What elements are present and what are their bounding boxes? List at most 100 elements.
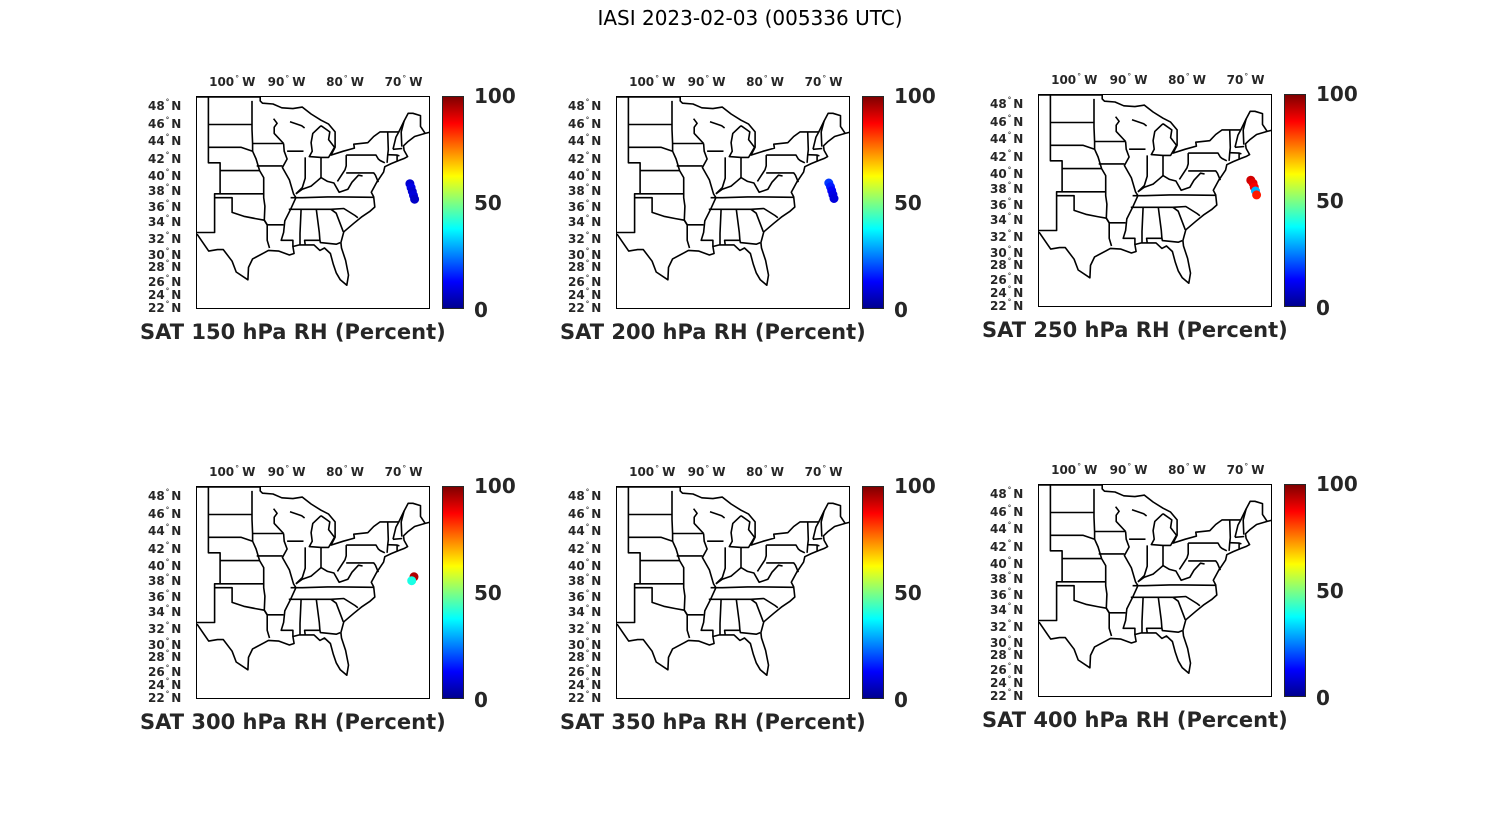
latitude-tick-label: 22° N bbox=[148, 690, 182, 705]
state-border-line bbox=[289, 121, 306, 129]
state-border-line bbox=[387, 153, 398, 161]
state-border-line bbox=[617, 487, 641, 624]
state-border-line bbox=[1229, 151, 1240, 159]
panel-title: SAT 200 hPa RH (Percent) bbox=[560, 320, 866, 344]
map-panel-300: 100° W 90° W 80° W 70° W 48° N 46° N 44° N 42° N 40° N 38°… bbox=[140, 444, 516, 734]
colorbar-tick-label: 50 bbox=[894, 191, 922, 215]
state-border-line bbox=[288, 597, 359, 609]
latitude-tick-label: 42° N bbox=[148, 151, 182, 166]
longitude-tick-label: 90° W bbox=[1109, 462, 1148, 477]
latitude-tick-label: 46° N bbox=[568, 116, 602, 131]
latitude-tick-label: 28° N bbox=[990, 257, 1024, 272]
longitude-tick-label: 100° W bbox=[629, 464, 676, 479]
state-border-line bbox=[710, 586, 794, 589]
map-axes bbox=[1038, 94, 1272, 307]
state-border-line bbox=[251, 490, 271, 639]
latitude-tick-label: 44° N bbox=[148, 523, 182, 538]
state-border-line bbox=[208, 146, 253, 152]
latitude-tick-label: 48° N bbox=[148, 488, 182, 503]
colorbar-tick-label: 50 bbox=[1316, 579, 1344, 603]
latitude-tick-label: 40° N bbox=[568, 558, 602, 573]
state-border-line bbox=[628, 536, 673, 542]
state-border-line bbox=[346, 154, 386, 164]
state-border-line bbox=[1234, 519, 1242, 538]
state-border-line bbox=[197, 97, 426, 156]
latitude-tick-label: 28° N bbox=[568, 649, 602, 664]
longitude-tick-label: 70° W bbox=[384, 74, 423, 89]
map-axes bbox=[196, 486, 430, 699]
latitude-tick-label: 48° N bbox=[568, 98, 602, 113]
colorbar-tick-label: 50 bbox=[474, 191, 502, 215]
colorbar-tick-label: 100 bbox=[1316, 472, 1358, 496]
longitude-tick-label: 80° W bbox=[746, 464, 785, 479]
latitude-tick-label: 38° N bbox=[990, 571, 1024, 586]
map-panel-350: 100° W 90° W 80° W 70° W 48° N 46° N 44° N 42° N 40° N 38°… bbox=[560, 444, 936, 734]
latitude-tick-label: 32° N bbox=[148, 621, 182, 636]
latitude-tick-label: 22° N bbox=[990, 688, 1024, 703]
state-border-line bbox=[1093, 488, 1113, 637]
state-border-line bbox=[1132, 584, 1216, 587]
latitude-tick-label: 34° N bbox=[990, 212, 1024, 227]
state-border-line bbox=[197, 487, 221, 624]
colorbar bbox=[862, 96, 884, 309]
longitude-tick-label: 70° W bbox=[804, 74, 843, 89]
state-border-line bbox=[812, 131, 820, 150]
state-border-line bbox=[1178, 153, 1189, 180]
state-border-line bbox=[1039, 519, 1271, 674]
latitude-tick-label: 42° N bbox=[568, 541, 602, 556]
state-border-line bbox=[1188, 152, 1228, 162]
state-border-line bbox=[1242, 118, 1247, 145]
latitude-tick-label: 44° N bbox=[990, 131, 1024, 146]
state-boundaries-map bbox=[617, 487, 849, 676]
state-border-line bbox=[1056, 194, 1107, 219]
colorbar bbox=[1284, 484, 1306, 697]
latitude-tick-label: 46° N bbox=[990, 504, 1024, 519]
state-border-line bbox=[756, 545, 767, 572]
colorbar-tick-label: 0 bbox=[474, 298, 488, 322]
state-border-line bbox=[1188, 560, 1222, 571]
state-border-line bbox=[1093, 98, 1113, 247]
latitude-tick-label: 44° N bbox=[568, 133, 602, 148]
latitude-tick-label: 44° N bbox=[990, 521, 1024, 536]
state-border-line bbox=[1039, 129, 1271, 284]
state-border-line bbox=[715, 174, 783, 195]
state-border-line bbox=[319, 240, 341, 245]
panel-title: SAT 400 hPa RH (Percent) bbox=[982, 708, 1288, 732]
latitude-tick-label: 28° N bbox=[148, 259, 182, 274]
colorbar-tick-label: 50 bbox=[894, 581, 922, 605]
state-border-line bbox=[1150, 513, 1178, 547]
state-border-line bbox=[280, 533, 297, 637]
state-border-line bbox=[1234, 145, 1245, 149]
state-border-line bbox=[1050, 534, 1095, 540]
state-border-line bbox=[1242, 508, 1247, 535]
state-border-line bbox=[1114, 116, 1127, 143]
latitude-tick-label: 24° N bbox=[148, 287, 182, 302]
state-border-line bbox=[214, 196, 265, 221]
latitude-tick-label: 48° N bbox=[990, 96, 1024, 111]
state-border-line bbox=[1145, 207, 1163, 244]
state-border-line bbox=[1234, 535, 1245, 539]
state-border-line bbox=[299, 599, 302, 635]
state-border-line bbox=[197, 521, 429, 676]
colorbar-tick-label: 0 bbox=[1316, 686, 1330, 710]
state-border-line bbox=[308, 125, 336, 159]
state-border-line bbox=[1122, 531, 1139, 635]
state-border-line bbox=[1145, 597, 1163, 634]
state-border-line bbox=[263, 609, 268, 616]
longitude-tick-label: 100° W bbox=[209, 74, 256, 89]
state-border-line bbox=[197, 487, 426, 546]
longitude-tick-label: 100° W bbox=[209, 464, 256, 479]
latitude-tick-label: 30° N bbox=[990, 635, 1024, 650]
latitude-tick-label: 32° N bbox=[568, 621, 602, 636]
map-axes bbox=[196, 96, 430, 309]
longitude-tick-label: 80° W bbox=[1168, 462, 1207, 477]
latitude-tick-label: 24° N bbox=[568, 677, 602, 692]
state-boundaries-map bbox=[1039, 95, 1271, 284]
state-border-line bbox=[400, 120, 405, 147]
latitude-tick-label: 24° N bbox=[990, 285, 1024, 300]
state-border-line bbox=[1105, 217, 1110, 224]
state-border-line bbox=[1178, 543, 1189, 570]
latitude-tick-label: 26° N bbox=[990, 272, 1024, 287]
latitude-tick-label: 40° N bbox=[990, 556, 1024, 571]
state-boundaries-map bbox=[1039, 485, 1271, 674]
